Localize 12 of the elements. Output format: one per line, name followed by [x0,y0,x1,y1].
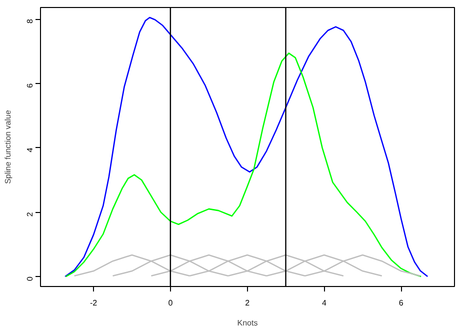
y-axis-title: Spline function value [4,110,12,184]
x-tick-label: -2 [90,298,98,308]
x-tick-label: 6 [398,298,404,308]
y-tick-label: 2 [26,212,34,217]
y-tick-label: 0 [26,276,34,281]
x-tick-label: 2 [245,298,250,308]
x-axis-title: Knots [237,318,258,328]
x-tick-label: 4 [322,298,327,308]
y-tick-label: 6 [26,82,34,88]
y-tick-label: 8 [26,18,34,24]
y-tick-label: 4 [26,147,34,152]
x-tick-label: 0 [168,298,174,308]
